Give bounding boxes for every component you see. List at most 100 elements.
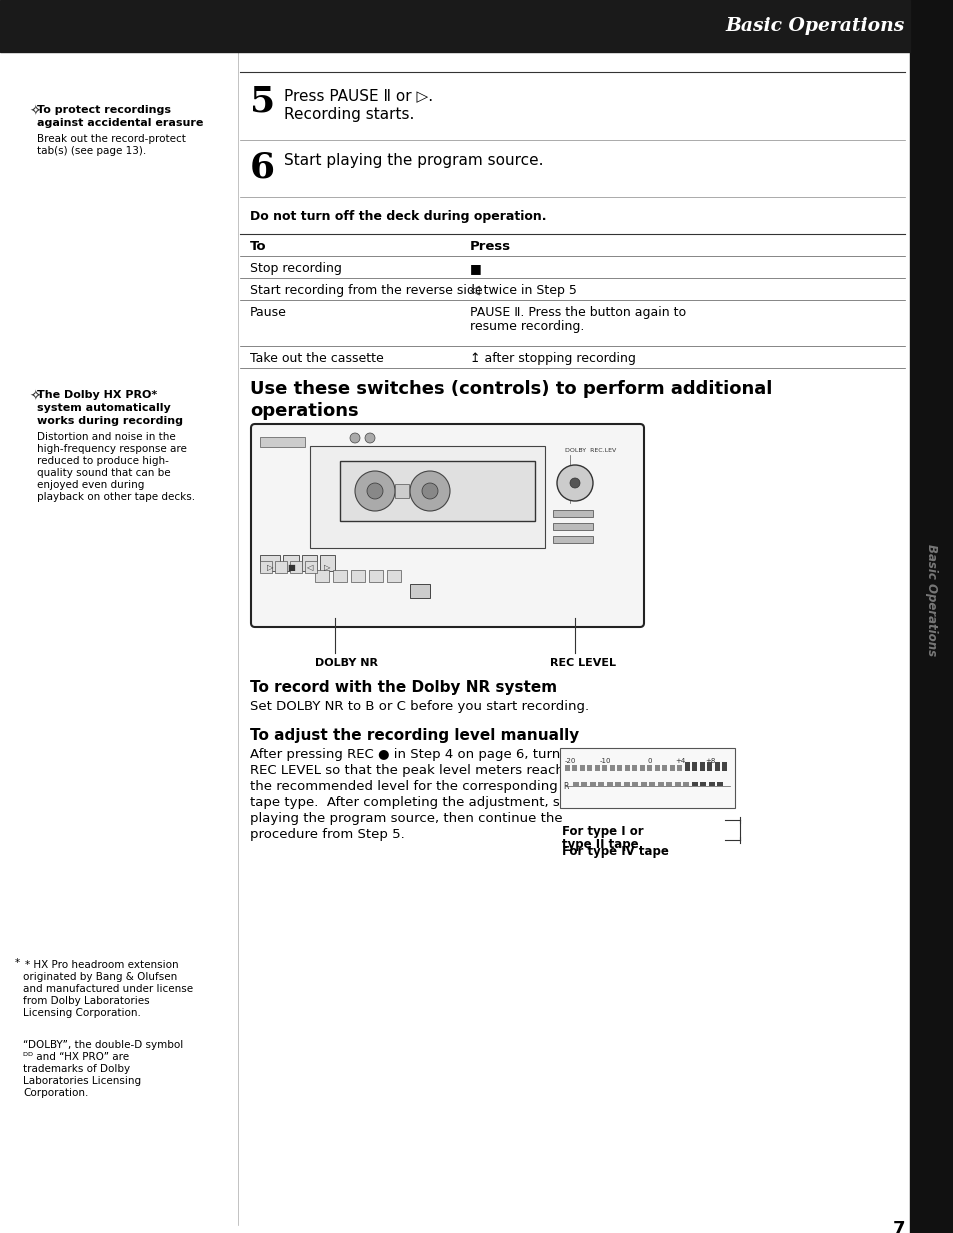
Text: operations: operations <box>250 402 358 420</box>
Text: works during recording: works during recording <box>37 416 183 425</box>
Circle shape <box>350 433 359 443</box>
Bar <box>691 782 698 785</box>
Text: DOLBY NR: DOLBY NR <box>314 658 377 668</box>
Bar <box>564 764 569 771</box>
Bar <box>707 762 712 771</box>
Text: To protect recordings: To protect recordings <box>37 105 171 115</box>
Text: For type I or: For type I or <box>561 825 643 838</box>
Bar <box>314 570 329 582</box>
Text: REC LEVEL: REC LEVEL <box>550 658 616 668</box>
Text: from Dolby Laboratories: from Dolby Laboratories <box>23 996 150 1006</box>
Bar <box>649 782 655 785</box>
Circle shape <box>421 483 437 499</box>
Text: ↥ after stopping recording: ↥ after stopping recording <box>470 351 636 365</box>
Bar <box>602 764 607 771</box>
Bar <box>606 782 613 785</box>
Bar <box>632 782 638 785</box>
Text: +8: +8 <box>704 758 715 764</box>
Text: quality sound that can be: quality sound that can be <box>37 469 171 478</box>
Text: Basic Operations: Basic Operations <box>924 544 938 656</box>
Bar <box>639 764 644 771</box>
Text: The Dolby HX PRO*: The Dolby HX PRO* <box>37 390 157 399</box>
Text: ▷: ▷ <box>324 563 331 572</box>
Text: * HX Pro headroom extension: * HX Pro headroom extension <box>25 961 178 970</box>
Text: Break out the record-protect: Break out the record-protect <box>37 134 186 144</box>
Text: tab(s) (see page 13).: tab(s) (see page 13). <box>37 145 146 157</box>
Text: ✧: ✧ <box>30 390 41 404</box>
Bar <box>572 764 577 771</box>
Text: ◁ twice in Step 5: ◁ twice in Step 5 <box>470 284 577 297</box>
Text: Laboratories Licensing: Laboratories Licensing <box>23 1076 141 1086</box>
Bar <box>302 555 316 571</box>
Text: To: To <box>250 240 266 253</box>
Text: Start recording from the reverse side: Start recording from the reverse side <box>250 284 482 297</box>
Bar <box>573 782 578 785</box>
Text: To record with the Dolby NR system: To record with the Dolby NR system <box>250 681 557 695</box>
Bar <box>553 523 593 530</box>
Circle shape <box>569 478 579 488</box>
Bar <box>684 762 689 771</box>
Bar <box>609 764 615 771</box>
Text: ᴰᴰ and “HX PRO” are: ᴰᴰ and “HX PRO” are <box>23 1052 129 1062</box>
Text: system automatically: system automatically <box>37 403 171 413</box>
Bar <box>700 762 704 771</box>
Text: +4: +4 <box>674 758 684 764</box>
Text: REC LEVEL so that the peak level meters reach: REC LEVEL so that the peak level meters … <box>250 764 563 777</box>
Bar <box>395 485 409 498</box>
Text: To adjust the recording level manually: To adjust the recording level manually <box>250 727 578 743</box>
Text: 7: 7 <box>892 1219 904 1233</box>
Bar <box>553 510 593 517</box>
Text: After pressing REC ● in Step 4 on page 6, turn: After pressing REC ● in Step 4 on page 6… <box>250 748 559 761</box>
Bar <box>632 764 637 771</box>
Circle shape <box>410 471 450 510</box>
Text: ▷: ▷ <box>267 563 273 572</box>
Text: Use these switches (controls) to perform additional: Use these switches (controls) to perform… <box>250 380 772 398</box>
Text: Start playing the program source.: Start playing the program source. <box>284 153 543 168</box>
Text: tape type.  After completing the adjustment, stop: tape type. After completing the adjustme… <box>250 797 581 809</box>
Bar <box>666 782 672 785</box>
Text: ◁: ◁ <box>306 563 313 572</box>
Text: Distortion and noise in the: Distortion and noise in the <box>37 432 175 441</box>
Bar <box>624 764 629 771</box>
Circle shape <box>367 483 382 499</box>
Bar <box>339 461 535 522</box>
Bar <box>0 0 909 52</box>
Text: playing the program source, then continue the: playing the program source, then continu… <box>250 813 562 825</box>
Bar <box>319 555 335 571</box>
Text: procedure from Step 5.: procedure from Step 5. <box>250 829 404 841</box>
Bar <box>410 584 430 598</box>
Bar <box>553 536 593 543</box>
Text: “DOLBY”, the double-D symbol: “DOLBY”, the double-D symbol <box>23 1039 183 1051</box>
Bar <box>387 570 400 582</box>
Bar <box>714 762 720 771</box>
Text: Do not turn off the deck during operation.: Do not turn off the deck during operatio… <box>250 210 546 223</box>
Bar <box>675 782 680 785</box>
Text: Press PAUSE Ⅱ or ▷.: Press PAUSE Ⅱ or ▷. <box>284 88 433 104</box>
Bar <box>595 764 599 771</box>
Bar <box>669 764 675 771</box>
Text: Licensing Corporation.: Licensing Corporation. <box>23 1009 141 1018</box>
Text: *: * <box>15 958 20 968</box>
Bar <box>682 782 689 785</box>
Text: PAUSE Ⅱ. Press the button again to: PAUSE Ⅱ. Press the button again to <box>470 306 685 319</box>
Text: Pause: Pause <box>250 306 287 319</box>
Text: -10: -10 <box>598 758 610 764</box>
Bar <box>617 764 622 771</box>
Text: resume recording.: resume recording. <box>470 321 584 333</box>
Bar <box>717 782 722 785</box>
Bar <box>708 782 714 785</box>
Text: Basic Operations: Basic Operations <box>725 17 904 35</box>
Text: trademarks of Dolby: trademarks of Dolby <box>23 1064 130 1074</box>
Bar <box>700 782 706 785</box>
Circle shape <box>365 433 375 443</box>
Text: R: R <box>562 782 568 792</box>
Bar <box>333 570 347 582</box>
Text: reduced to produce high-: reduced to produce high- <box>37 456 169 466</box>
Bar <box>587 764 592 771</box>
Text: type II tape: type II tape <box>561 838 638 851</box>
Bar <box>260 555 280 571</box>
Text: 6: 6 <box>250 150 274 184</box>
Bar <box>351 570 365 582</box>
Text: ■: ■ <box>287 563 294 572</box>
Bar <box>310 446 544 547</box>
